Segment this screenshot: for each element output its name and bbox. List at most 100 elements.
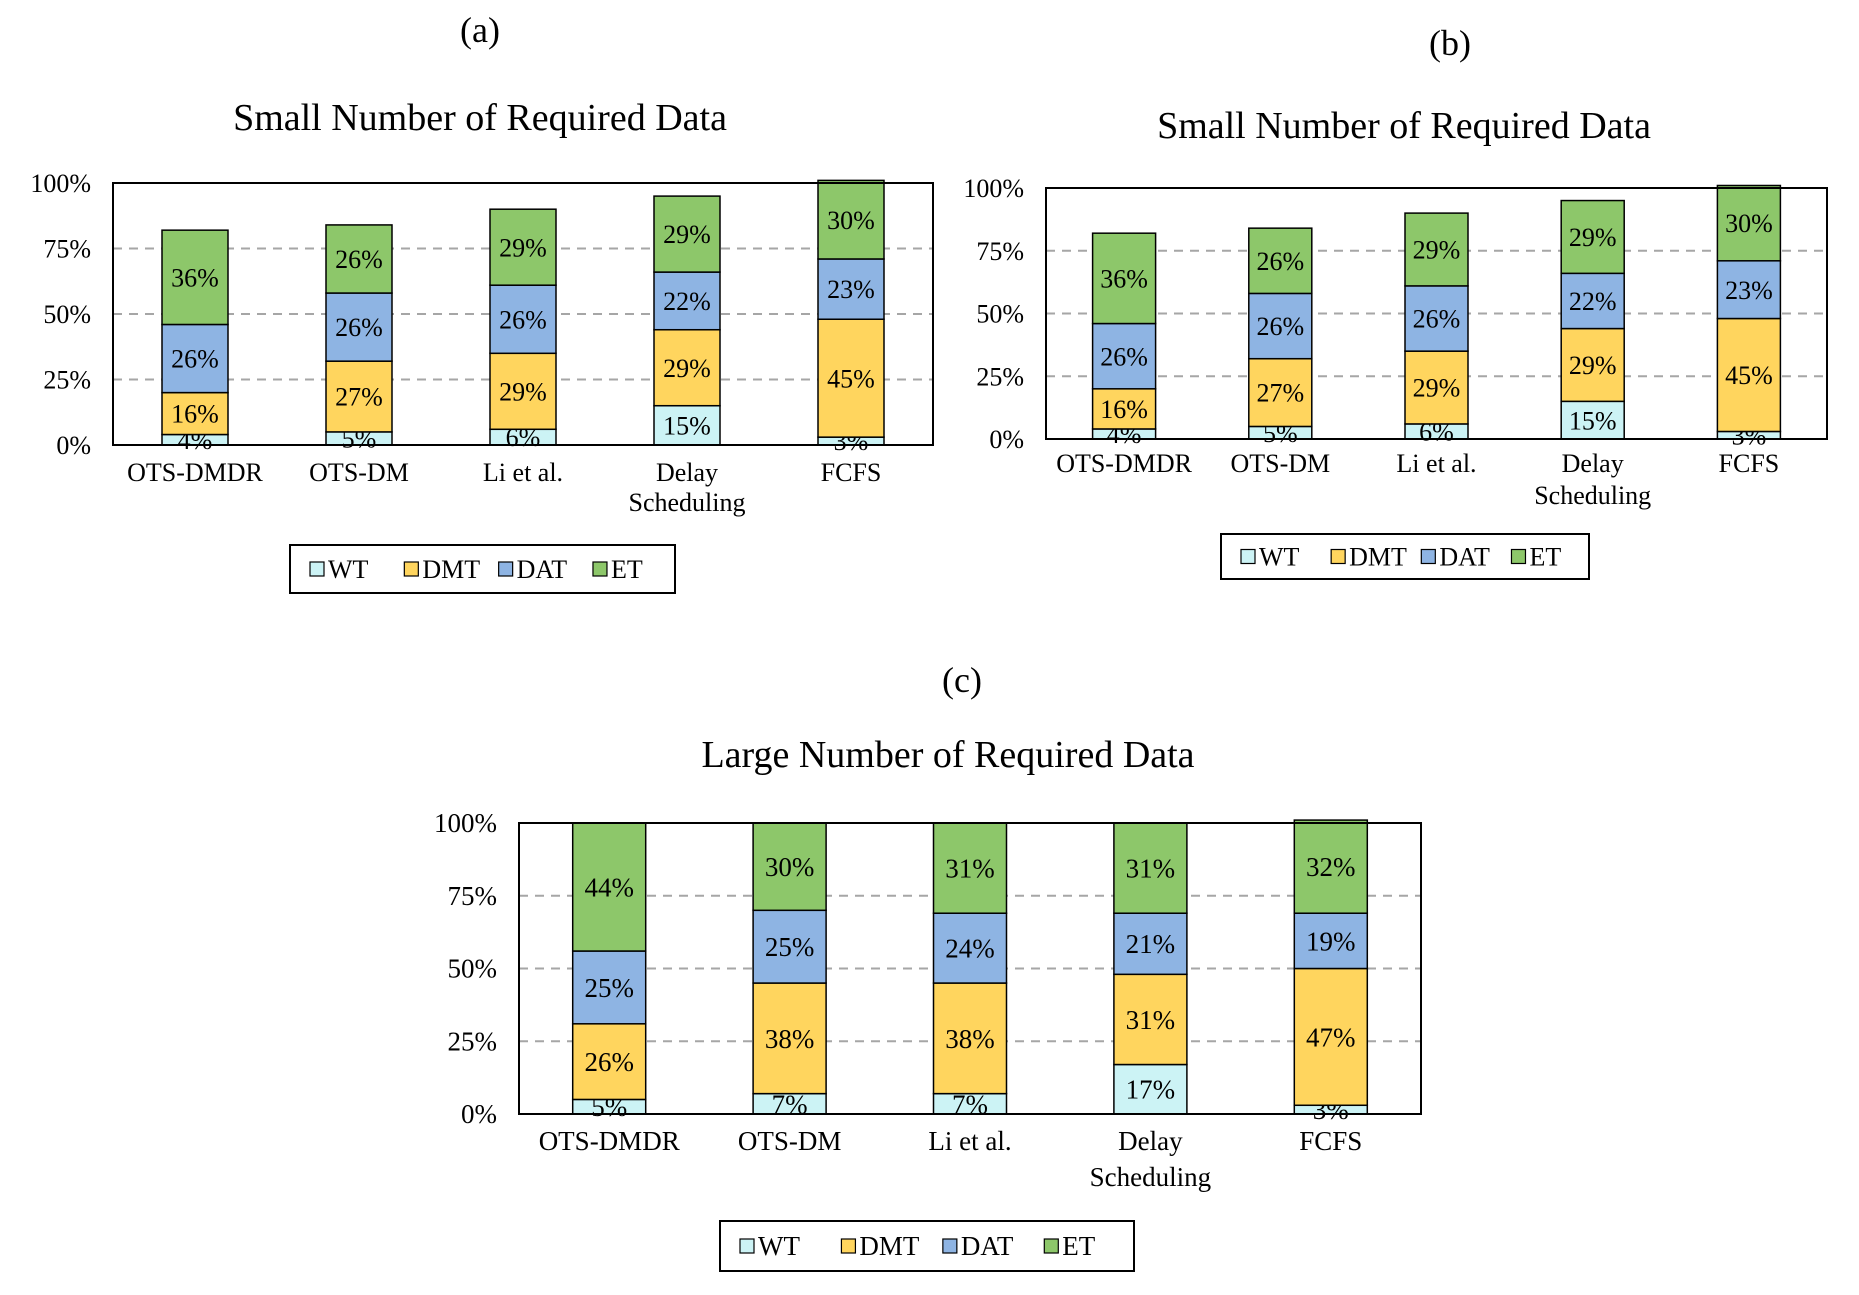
data-label-dmt: 47% <box>1306 1022 1356 1052</box>
data-label-dmt: 38% <box>945 1024 995 1054</box>
legend-swatch-dat <box>1421 550 1435 564</box>
chart-panel-1: (b) Small Number of Required Data 0% 25% 50%… <box>963 23 1827 579</box>
legend-label-wt: WT <box>328 555 369 584</box>
legend-label-et: ET <box>611 555 643 584</box>
legend-swatch-wt <box>740 1239 754 1253</box>
data-label-et: 29% <box>663 220 711 249</box>
legend-swatch-wt <box>310 562 324 576</box>
y-tick-label: 100% <box>963 174 1024 203</box>
data-label-et: 30% <box>827 206 875 235</box>
data-label-dat: 26% <box>171 345 219 374</box>
data-label-wt: 15% <box>1569 406 1617 435</box>
data-label-dat: 23% <box>1725 276 1773 305</box>
data-label-dat: 22% <box>1569 287 1617 316</box>
data-label-dat: 22% <box>663 287 711 316</box>
y-tick-label: 50% <box>43 300 91 329</box>
data-label-et: 29% <box>499 233 547 262</box>
chart-title: Large Number of Required Data <box>701 734 1194 776</box>
data-label-et: 30% <box>765 852 815 882</box>
legend: WT DMT DAT ET <box>290 545 675 593</box>
panel-label: (a) <box>460 10 500 50</box>
x-category-label: OTS-DM <box>309 458 409 487</box>
data-label-dmt: 38% <box>765 1024 815 1054</box>
y-tick-label: 75% <box>976 237 1024 266</box>
data-label-dmt: 16% <box>1100 395 1148 424</box>
data-label-dmt: 27% <box>335 383 383 412</box>
legend-swatch-dmt <box>404 562 418 576</box>
data-label-dat: 25% <box>584 973 634 1003</box>
y-tick-label: 25% <box>448 1026 498 1056</box>
legend-label-et: ET <box>1529 543 1561 572</box>
legend-label-et: ET <box>1062 1231 1095 1261</box>
x-category-label: Li et al. <box>483 458 563 487</box>
x-category-label: Scheduling <box>629 488 746 517</box>
x-category-label: OTS-DM <box>1230 449 1330 478</box>
x-category-label: OTS-DMDR <box>1056 449 1192 478</box>
legend-swatch-et <box>1511 550 1525 564</box>
data-label-dmt: 45% <box>1725 361 1773 390</box>
data-label-et: 36% <box>1100 264 1148 293</box>
x-category-label: OTS-DM <box>738 1126 842 1156</box>
y-tick-label: 0% <box>461 1099 497 1129</box>
chart-title: Small Number of Required Data <box>233 97 727 139</box>
x-category-label: OTS-DMDR <box>539 1126 680 1156</box>
panel-label: (b) <box>1429 23 1471 63</box>
data-label-et: 26% <box>335 245 383 274</box>
legend-swatch-dat <box>943 1239 957 1253</box>
data-label-dmt: 29% <box>499 377 547 406</box>
x-category-label: Li et al. <box>1396 449 1476 478</box>
legend-swatch-dmt <box>1331 550 1345 564</box>
legend-swatch-dat <box>499 562 513 576</box>
panel-label: (c) <box>942 660 982 700</box>
legend-label-dat: DAT <box>517 555 568 584</box>
x-category-label: FCFS <box>1299 1126 1362 1156</box>
data-label-et: 31% <box>945 854 995 884</box>
legend: WT DMT DAT ET <box>1221 534 1589 579</box>
legend-label-wt: WT <box>758 1231 800 1261</box>
figure-canvas: (a) Small Number of Required Data 0% 25% 50%… <box>0 0 1859 1295</box>
data-label-dmt: 29% <box>1413 374 1461 403</box>
data-label-et: 26% <box>1256 247 1304 276</box>
data-label-dmt: 27% <box>1256 379 1304 408</box>
legend-label-dat: DAT <box>961 1231 1014 1261</box>
y-tick-label: 50% <box>976 300 1024 329</box>
data-label-dmt: 26% <box>584 1047 634 1077</box>
x-category-label: Scheduling <box>1090 1162 1212 1192</box>
legend: WT DMT DAT ET <box>720 1221 1134 1271</box>
legend-swatch-dmt <box>841 1239 855 1253</box>
y-tick-label: 100% <box>30 169 91 198</box>
x-category-label: Delay <box>1562 449 1624 478</box>
x-category-label: FCFS <box>1719 449 1780 478</box>
data-label-et: 31% <box>1126 854 1176 884</box>
x-category-label: Li et al. <box>928 1126 1011 1156</box>
y-tick-label: 25% <box>976 362 1024 391</box>
chart-title: Small Number of Required Data <box>1157 105 1651 147</box>
data-label-dat: 26% <box>499 305 547 334</box>
data-label-dat: 21% <box>1126 929 1176 959</box>
data-label-dat: 26% <box>1413 305 1461 334</box>
data-label-et: 32% <box>1306 852 1356 882</box>
y-tick-label: 0% <box>56 431 91 460</box>
chart-panel-2: (c) Large Number of Required Data 0% 25% 50%… <box>434 660 1421 1271</box>
data-label-et: 36% <box>171 263 219 292</box>
legend-swatch-et <box>593 562 607 576</box>
x-category-label: Delay <box>1118 1126 1183 1156</box>
x-category-label: Delay <box>656 458 718 487</box>
y-tick-label: 0% <box>989 425 1024 454</box>
data-label-dat: 26% <box>1100 342 1148 371</box>
y-tick-label: 50% <box>448 954 498 984</box>
x-category-label: OTS-DMDR <box>127 458 263 487</box>
data-label-et: 29% <box>1569 223 1617 252</box>
legend-swatch-wt <box>1241 550 1255 564</box>
data-label-dmt: 29% <box>1569 351 1617 380</box>
chart-panel-0: (a) Small Number of Required Data 0% 25% 50%… <box>30 10 933 593</box>
legend-label-dmt: DMT <box>1349 543 1407 572</box>
legend-swatch-et <box>1044 1239 1058 1253</box>
y-tick-label: 75% <box>448 881 498 911</box>
data-label-dmt: 45% <box>827 364 875 393</box>
legend-label-dmt: DMT <box>859 1231 920 1261</box>
data-label-dat: 26% <box>1256 312 1304 341</box>
legend-label-dat: DAT <box>1439 543 1490 572</box>
data-label-wt: 17% <box>1126 1075 1176 1105</box>
data-label-dat: 26% <box>335 313 383 342</box>
